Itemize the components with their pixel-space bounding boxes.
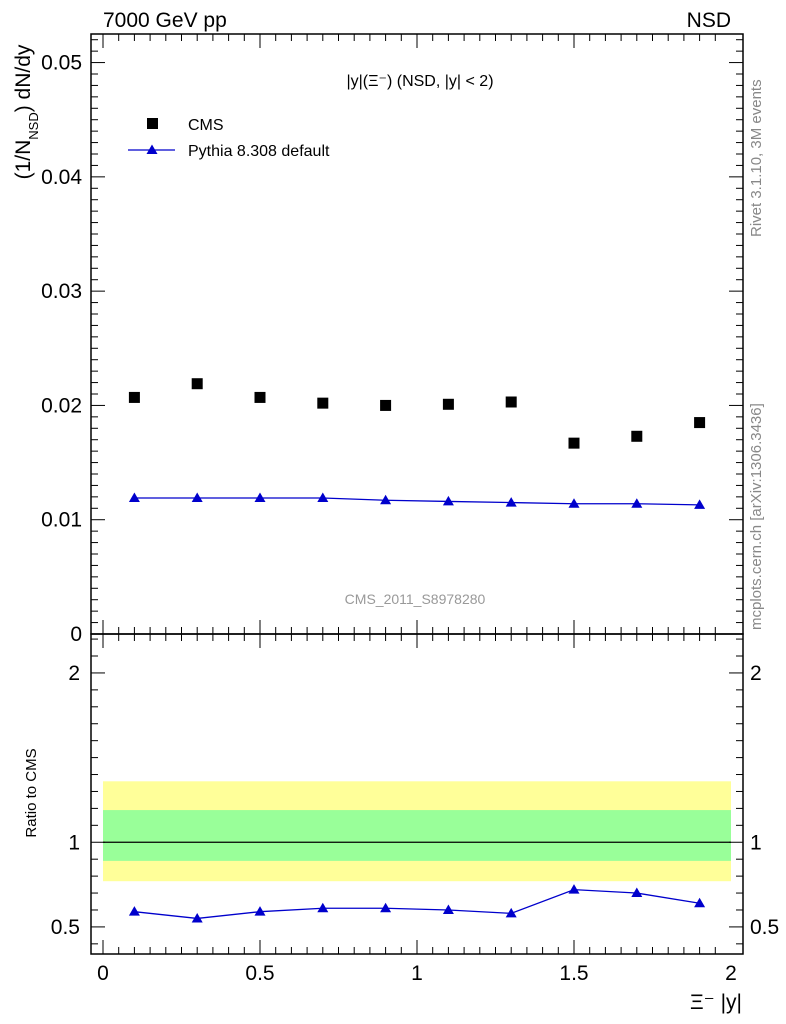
pythia-point xyxy=(694,499,706,509)
header-right: NSD xyxy=(687,9,731,32)
ratio-point xyxy=(568,884,580,894)
ratio-y-axis-label: Ratio to CMS xyxy=(23,748,40,837)
mcplots-label: mcplots.cern.ch [arXiv:1306.3436] xyxy=(748,403,765,630)
legend-pythia-label: Pythia 8.308 default xyxy=(188,143,330,160)
pythia-series-line xyxy=(134,497,700,506)
cms-point xyxy=(694,417,706,429)
ratio-series-line xyxy=(134,889,700,920)
pythia-point xyxy=(128,492,140,502)
ratio-tick-label-right: 0.5 xyxy=(750,916,779,939)
x-tick-label: 2 xyxy=(725,962,737,985)
ratio-tick-label-left: 0.5 xyxy=(51,916,80,939)
pythia-point xyxy=(568,498,580,508)
cms-point xyxy=(317,397,329,409)
pythia-point xyxy=(191,492,203,502)
y-tick-label: 0.02 xyxy=(41,394,82,417)
cms-point xyxy=(128,391,140,403)
plot-title: |y|(Ξ⁻) (NSD, |y| < 2) xyxy=(346,73,493,90)
y-axis-label: (1/NNSD) dN/dy xyxy=(12,44,41,179)
ratio-uncertainty-bands xyxy=(103,781,731,882)
axis-tick-labels: 0 0.5 1 1.5 2 0 0.01 0.02 0.03 0.04 0.05 0.5 0.5 1 1 2 2 xyxy=(41,52,779,985)
x-tick-label: 0.5 xyxy=(245,962,274,985)
ratio-tick-label-left: 1 xyxy=(68,831,80,854)
pythia-line xyxy=(134,497,700,506)
cms-point xyxy=(631,430,643,442)
ratio-point xyxy=(505,907,517,918)
cms-point xyxy=(568,437,580,449)
y-tick-label: 0.05 xyxy=(41,52,82,75)
ratio-point xyxy=(694,897,706,908)
x-tick-label: 1.5 xyxy=(559,962,588,985)
data-markers xyxy=(128,378,706,923)
pythia-point xyxy=(317,492,329,502)
legend-cms-label: CMS xyxy=(188,117,224,134)
axis-ticks xyxy=(91,34,743,954)
ratio-line xyxy=(134,889,700,920)
watermark: CMS_2011_S8978280 xyxy=(345,591,486,607)
legend-pythia-marker xyxy=(146,144,158,154)
y-tick-label: 0 xyxy=(70,623,82,646)
ratio-point xyxy=(631,887,643,898)
y-tick-label: 0.03 xyxy=(41,280,82,303)
rivet-label: Rivet 3.1.10, 3M events xyxy=(748,79,765,237)
header-left: 7000 GeV pp xyxy=(103,9,227,32)
pythia-point xyxy=(442,495,454,506)
cms-point xyxy=(442,398,454,410)
cms-point xyxy=(505,396,517,408)
pythia-point xyxy=(254,492,266,502)
y-tick-label: 0.01 xyxy=(41,509,82,532)
ratio-tick-label-left: 2 xyxy=(68,662,80,685)
ratio-point xyxy=(128,906,140,916)
ratio-band-stat xyxy=(103,810,731,861)
pythia-point xyxy=(505,497,517,507)
x-axis-label: Ξ⁻ |y| xyxy=(690,991,742,1014)
ratio-point xyxy=(380,902,392,913)
cms-point xyxy=(380,399,392,411)
ratio-point xyxy=(191,912,203,923)
ratio-point xyxy=(254,906,266,916)
cms-point xyxy=(254,391,266,403)
ratio-tick-label-right: 2 xyxy=(750,662,762,685)
ratio-point xyxy=(317,902,329,913)
pythia-point xyxy=(631,498,643,508)
pythia-point xyxy=(380,494,392,505)
cms-point xyxy=(191,378,203,390)
y-tick-label: 0.04 xyxy=(41,166,82,189)
x-tick-label: 0 xyxy=(97,962,109,985)
x-tick-label: 1 xyxy=(411,962,423,985)
ratio-point xyxy=(442,904,454,914)
legend-cms-marker xyxy=(147,118,158,129)
ratio-tick-label-right: 1 xyxy=(750,831,762,854)
